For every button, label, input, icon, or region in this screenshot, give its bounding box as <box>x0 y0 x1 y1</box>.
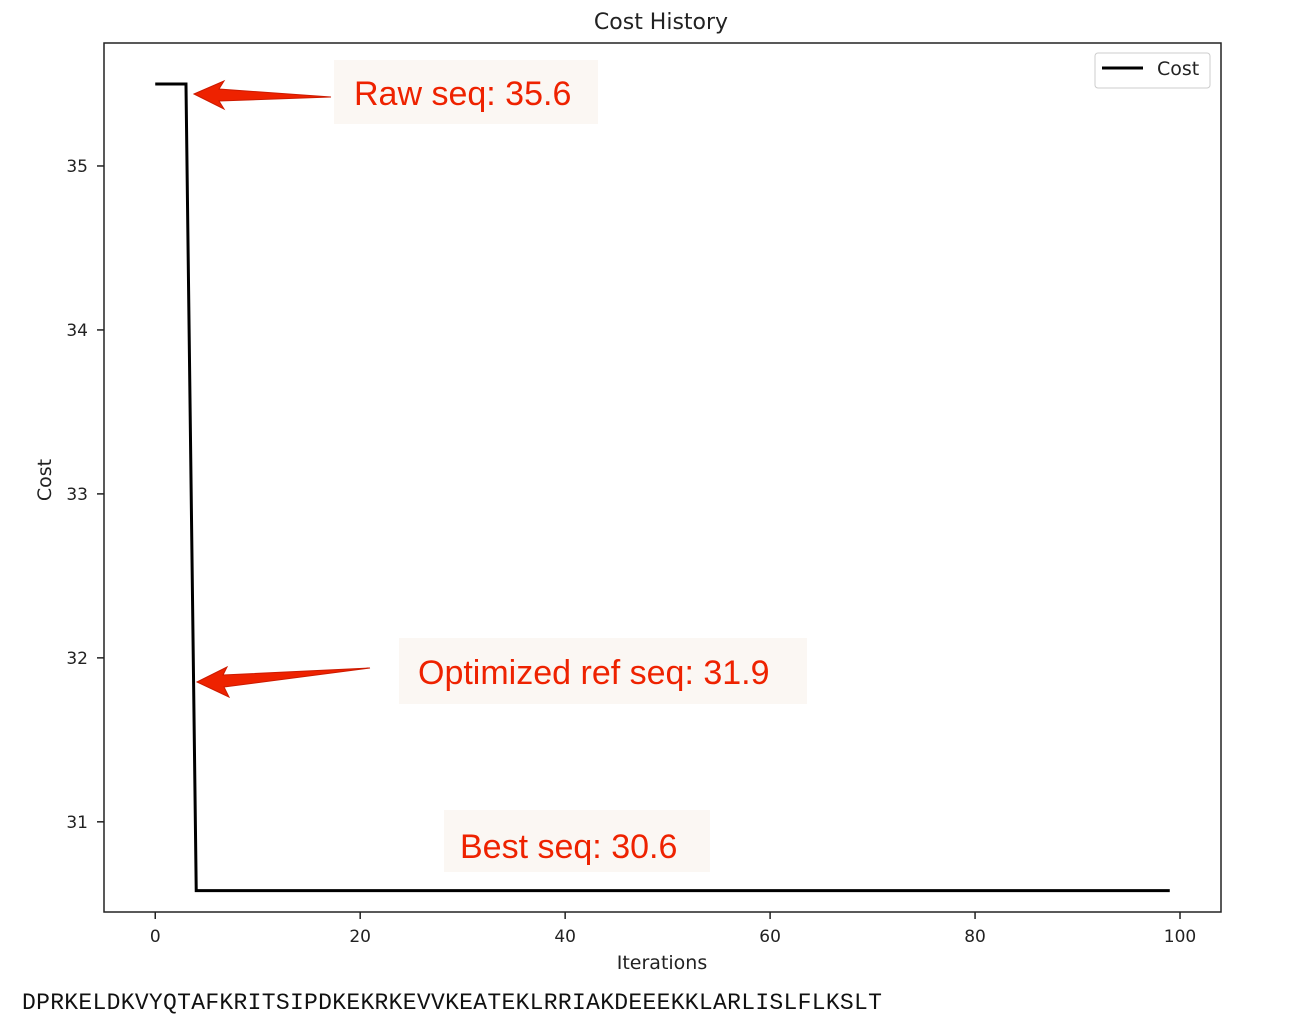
annotation-optimized-seq: Optimized ref seq: 31.9 <box>195 638 807 704</box>
annotation-raw-seq-text: Raw seq: 35.6 <box>354 75 571 113</box>
y-axis-ticks: 31 32 33 34 35 <box>66 157 104 833</box>
protein-sequence: DPRKELDKVYQTAFKRITSIPDKEKRKEVVKEATEKLRRI… <box>22 990 883 1016</box>
annotation-raw-seq: Raw seq: 35.6 <box>192 60 598 124</box>
legend-frame <box>1094 52 1211 89</box>
annotation-best-seq-box <box>444 810 710 872</box>
x-tick-label: 80 <box>964 927 986 947</box>
annotation-best-seq-text: Best seq: 30.6 <box>460 828 677 866</box>
chart-title: Cost History <box>594 10 728 35</box>
y-tick-label: 31 <box>66 813 88 833</box>
x-axis-ticks: 0 20 40 60 80 100 <box>150 912 1196 947</box>
series-layer <box>155 82 1170 893</box>
annotation-raw-seq-box <box>334 60 598 124</box>
series-line-cost <box>155 82 1170 893</box>
y-axis-label: Cost <box>34 459 56 501</box>
annotation-optimized-seq-text: Optimized ref seq: 31.9 <box>418 654 770 692</box>
y-tick-label: 33 <box>66 485 88 505</box>
legend: Cost <box>1094 52 1211 89</box>
annotation-raw-seq-arrow <box>192 79 332 111</box>
annotation-best-seq: Best seq: 30.6 <box>444 810 710 872</box>
x-tick-label: 0 <box>150 927 161 947</box>
annotation-optimized-seq-arrow <box>195 665 371 699</box>
legend-label: Cost <box>1157 58 1199 80</box>
plot-frame <box>103 42 1222 913</box>
x-tick-label: 60 <box>759 927 781 947</box>
x-axis-label: Iterations <box>617 952 708 974</box>
y-tick-label: 32 <box>66 649 88 669</box>
x-tick-label: 100 <box>1164 927 1196 947</box>
y-tick-label: 34 <box>66 321 88 341</box>
x-tick-label: 40 <box>554 927 576 947</box>
x-tick-label: 20 <box>349 927 371 947</box>
y-tick-label: 35 <box>66 157 88 177</box>
cost-history-chart: Cost History 0 20 40 60 80 100 31 32 33 34 35 Ite… <box>34 10 1222 974</box>
annotation-optimized-seq-box <box>399 638 807 704</box>
